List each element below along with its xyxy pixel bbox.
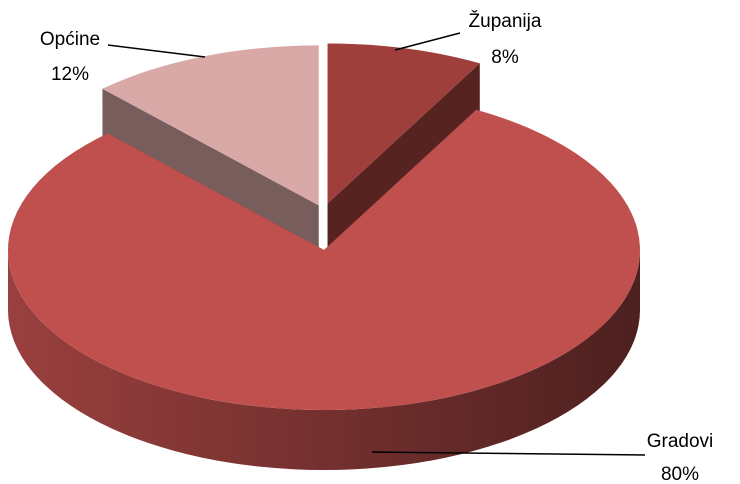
slice-label: Županija [469, 10, 542, 32]
leader-line [107, 44, 206, 58]
slice-label: Gradovi [647, 431, 714, 452]
slice [102, 45, 319, 206]
slice-wall [8, 250, 640, 470]
slice-label: Općine [40, 29, 100, 50]
slice [7, 109, 640, 411]
pie [7, 43, 640, 470]
slice-value-label: 8% [491, 47, 519, 68]
leader-line [394, 32, 461, 51]
slice-value-label: 12% [51, 64, 89, 85]
leader-line [371, 451, 646, 456]
slice-value-label: 80% [661, 464, 699, 484]
slice [327, 43, 480, 204]
